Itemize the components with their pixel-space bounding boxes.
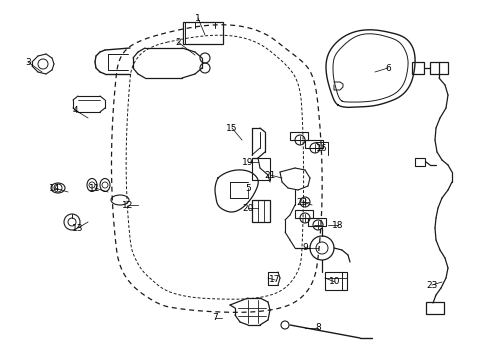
- Bar: [411, 62, 423, 74]
- Text: 6: 6: [385, 63, 390, 72]
- Text: 4: 4: [72, 105, 78, 114]
- Text: 22: 22: [296, 198, 307, 207]
- Text: 15: 15: [226, 123, 237, 132]
- Bar: [429, 62, 447, 74]
- Text: 18: 18: [331, 220, 343, 230]
- Text: 12: 12: [122, 201, 133, 210]
- Text: 5: 5: [244, 184, 250, 193]
- Bar: [289, 132, 307, 140]
- Bar: [307, 218, 325, 226]
- Text: 2: 2: [175, 37, 181, 46]
- Bar: [183, 22, 223, 44]
- Text: 23: 23: [426, 280, 437, 289]
- Text: 16: 16: [316, 144, 327, 153]
- Text: 1: 1: [195, 14, 201, 23]
- Bar: [251, 200, 269, 222]
- Text: 3: 3: [25, 58, 31, 67]
- Bar: [294, 210, 312, 218]
- Text: 11: 11: [89, 184, 101, 193]
- Bar: [251, 158, 269, 180]
- Bar: [425, 302, 443, 314]
- Text: 8: 8: [314, 324, 320, 333]
- Text: 7: 7: [212, 314, 218, 323]
- Text: 20: 20: [242, 203, 253, 212]
- Text: 17: 17: [269, 275, 280, 284]
- Text: 9: 9: [302, 243, 307, 252]
- Bar: [325, 272, 346, 290]
- Text: 10: 10: [328, 278, 340, 287]
- Text: 19: 19: [242, 158, 253, 166]
- Text: 21: 21: [264, 171, 275, 180]
- Text: 13: 13: [72, 224, 83, 233]
- Text: 14: 14: [49, 184, 61, 193]
- Bar: [305, 140, 323, 148]
- Bar: [414, 158, 424, 166]
